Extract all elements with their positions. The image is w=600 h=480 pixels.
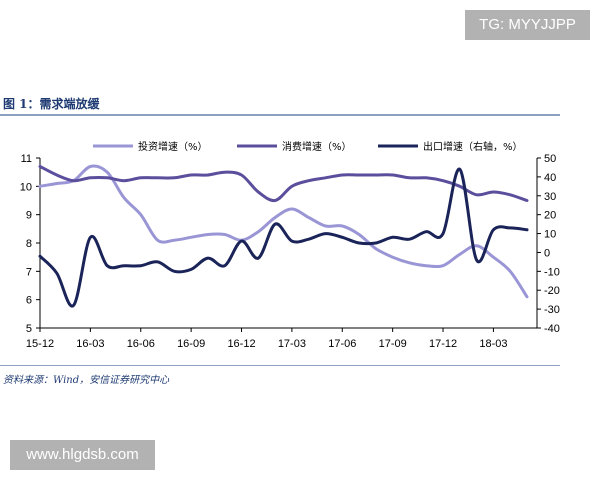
x-tick-label: 16-09 [177, 338, 205, 350]
line-chart: 投资增速（%） 消费增速（%） 出口增速（右轴，%） 5 6 7 8 9 10 11 -40 -30… [20, 140, 560, 350]
x-tick-label: 16-06 [127, 338, 155, 350]
y-right-tick-label: -20 [544, 285, 560, 297]
legend-investment-label: 投资增速（%） [138, 140, 208, 153]
y-left-tick-label: 7 [26, 266, 32, 278]
x-tick-label: 15-12 [26, 338, 54, 350]
y-left-tick-label: 11 [21, 153, 32, 165]
consumption-series-line [38, 165, 529, 203]
y-right-tick-label: 30 [544, 191, 556, 203]
investment-series-line [38, 164, 529, 299]
y-right-tick-label: 40 [544, 172, 556, 184]
watermark-bottom: www.hlgdsb.com [10, 440, 155, 470]
source-note: 资料来源：Wind，安信证券研究中心 [3, 375, 170, 386]
y-right-tick-label: -10 [544, 266, 560, 278]
x-tick-label: 16-12 [227, 338, 255, 350]
x-tick-label: 17-03 [278, 338, 306, 350]
exports-series-line [38, 167, 529, 308]
y-left-tick-label: 5 [26, 323, 32, 335]
watermark-top: TG: MYYJJPP [465, 10, 590, 40]
y-right-tick-label: -30 [544, 304, 560, 316]
y-right-tick-label: 0 [544, 247, 550, 259]
y-right-tick-label: 10 [544, 229, 556, 241]
title-rule [0, 114, 560, 116]
x-tick-label: 17-12 [429, 338, 457, 350]
figure-title: 图 1：需求端放缓 [3, 97, 100, 111]
y-right-tick-label: 50 [544, 153, 556, 165]
legend-exports-label: 出口增速（右轴，%） [423, 140, 523, 153]
y-right-tick-label: 20 [544, 210, 556, 222]
axes: 5 6 7 8 9 10 11 -40 -30 -20 -10 0 10 20 30 40 50 15-12 16-… [20, 153, 560, 350]
y-left-tick-label: 9 [26, 210, 32, 222]
source-rule [0, 365, 560, 366]
y-right-tick-label: -40 [544, 323, 560, 335]
x-tick-label: 17-09 [379, 338, 407, 350]
x-tick-label: 18-03 [479, 338, 507, 350]
y-left-tick-label: 10 [20, 181, 32, 193]
x-tick-label: 16-03 [76, 338, 104, 350]
x-tick-label: 17-06 [328, 338, 356, 350]
legend: 投资增速（%） 消费增速（%） 出口增速（右轴，%） [93, 140, 523, 153]
y-left-tick-label: 8 [26, 238, 32, 250]
y-left-tick-label: 6 [26, 295, 32, 307]
legend-consumption-label: 消费增速（%） [282, 140, 352, 153]
series-lines [38, 164, 529, 308]
